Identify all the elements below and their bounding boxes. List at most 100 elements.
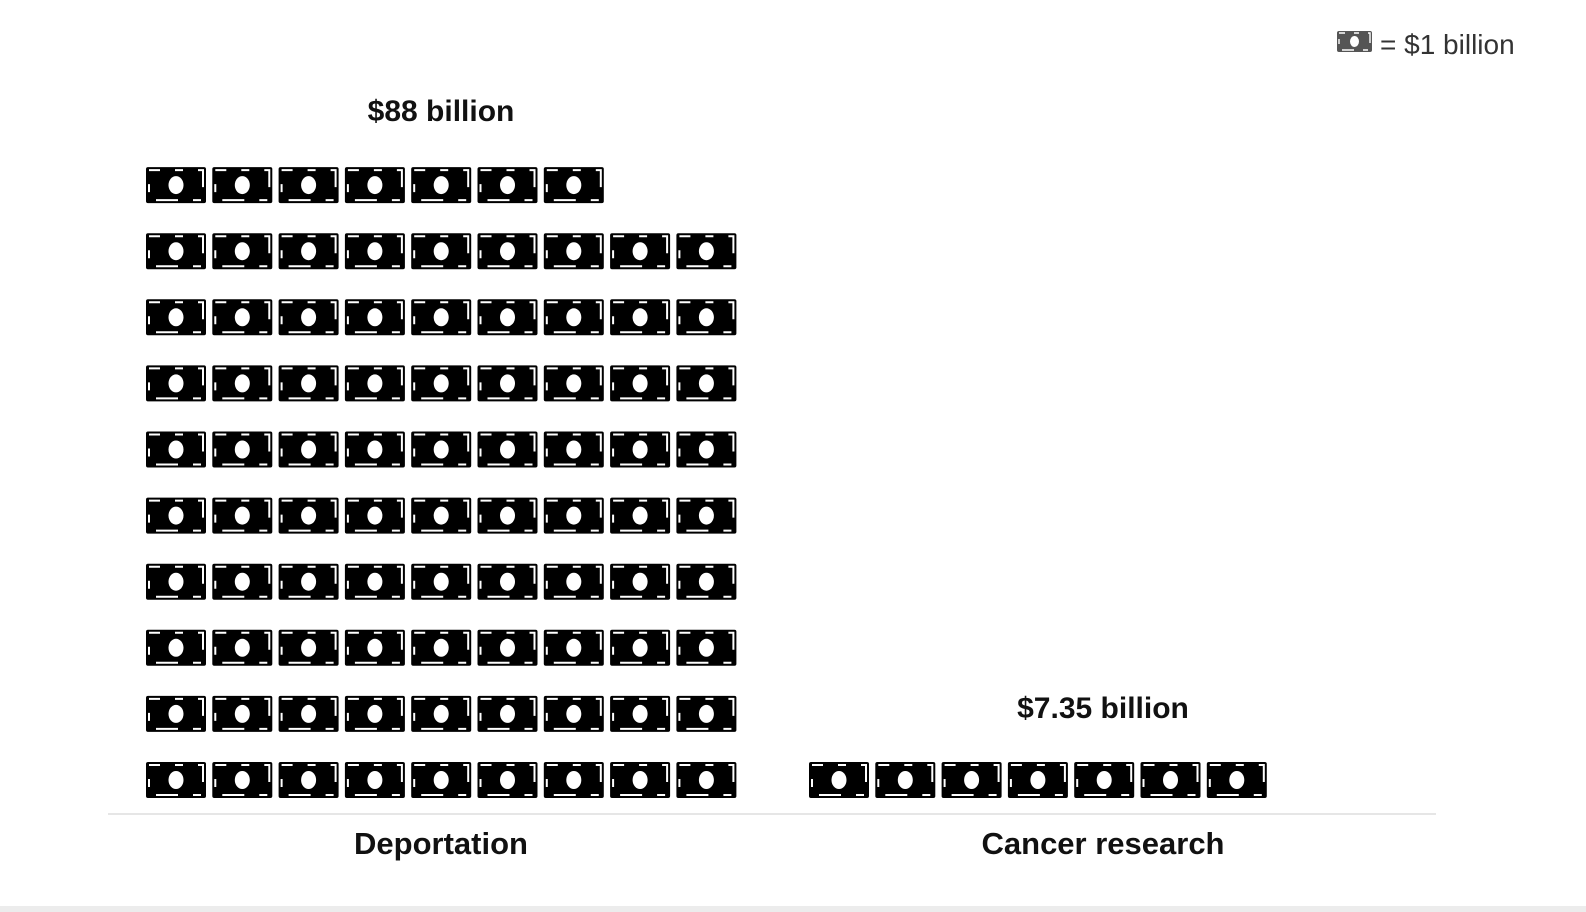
deportation-dollar-bill-icon bbox=[145, 166, 207, 205]
deportation-dollar-bill-icon bbox=[145, 298, 207, 337]
deportation-dollar-bill-icon bbox=[145, 430, 207, 469]
bottom-band bbox=[0, 906, 1586, 912]
deportation-dollar-bill-icon bbox=[410, 166, 473, 205]
deportation-dollar-bill-icon bbox=[277, 628, 340, 667]
deportation-dollar-bill-icon bbox=[343, 298, 406, 337]
deportation-dollar-bill-icon bbox=[542, 232, 605, 271]
deportation-dollar-bill-icon bbox=[609, 761, 672, 799]
deportation-dollar-bill-icon bbox=[277, 761, 340, 799]
cancer-research-dollar-bill-icon bbox=[1006, 761, 1069, 799]
deportation-dollar-bill-icon bbox=[211, 496, 274, 535]
deportation-dollar-bill-icon bbox=[410, 232, 473, 271]
deportation-dollar-bill-icon bbox=[609, 496, 672, 535]
deportation-dollar-bill-icon bbox=[675, 232, 738, 271]
deportation-dollar-bill-icon bbox=[343, 232, 406, 271]
deportation-dollar-bill-icon bbox=[343, 430, 406, 469]
deportation-dollar-bill-icon bbox=[211, 430, 274, 469]
deportation-dollar-bill-icon bbox=[145, 761, 207, 799]
deportation-dollar-bill-icon bbox=[675, 562, 738, 601]
cancer-research-dollar-bill-icon bbox=[874, 761, 937, 799]
deportation-dollar-bill-icon bbox=[145, 562, 207, 601]
cancer-research-partial-dollar-bill-icon bbox=[1273, 785, 1334, 799]
deportation-dollar-bill-icon bbox=[410, 430, 473, 469]
deportation-dollar-bill-icon bbox=[410, 761, 473, 799]
deportation-dollar-bill-icon bbox=[476, 166, 539, 205]
deportation-dollar-bill-icon bbox=[145, 694, 207, 733]
deportation-dollar-bill-icon bbox=[609, 694, 672, 733]
deportation-dollar-bill-icon bbox=[675, 496, 738, 535]
deportation-dollar-bill-icon bbox=[476, 628, 539, 667]
deportation-dollar-bill-icon bbox=[476, 761, 539, 799]
deportation-dollar-bill-icon bbox=[277, 694, 340, 733]
deportation-dollar-bill-icon bbox=[609, 562, 672, 601]
deportation-dollar-bill-icon bbox=[211, 232, 274, 271]
deportation-dollar-bill-icon bbox=[211, 298, 274, 337]
deportation-dollar-bill-icon bbox=[145, 496, 207, 535]
deportation-dollar-bill-icon bbox=[145, 628, 207, 667]
deportation-dollar-bill-icon bbox=[343, 694, 406, 733]
deportation-dollar-bill-icon bbox=[277, 298, 340, 337]
deportation-dollar-bill-icon bbox=[542, 496, 605, 535]
deportation-dollar-bill-icon bbox=[675, 430, 738, 469]
deportation-dollar-bill-icon bbox=[211, 562, 274, 601]
deportation-dollar-bill-icon bbox=[410, 496, 473, 535]
deportation-dollar-bill-icon bbox=[542, 628, 605, 667]
deportation-dollar-bill-icon bbox=[542, 694, 605, 733]
deportation-dollar-bill-icon bbox=[476, 694, 539, 733]
category-label-cancer-research: Cancer research bbox=[982, 826, 1225, 861]
deportation-dollar-bill-icon bbox=[476, 496, 539, 535]
deportation-dollar-bill-icon bbox=[542, 761, 605, 799]
deportation-dollar-bill-icon bbox=[675, 298, 738, 337]
deportation-dollar-bill-icon bbox=[211, 628, 274, 667]
deportation-dollar-bill-icon bbox=[675, 761, 738, 799]
deportation-dollar-bill-icon bbox=[343, 166, 406, 205]
deportation-dollar-bill-icon bbox=[609, 232, 672, 271]
deportation-dollar-bill-icon bbox=[211, 364, 274, 403]
deportation-dollar-bill-icon bbox=[476, 364, 539, 403]
deportation-dollar-bill-icon bbox=[211, 694, 274, 733]
deportation-dollar-bill-icon bbox=[211, 166, 274, 205]
deportation-dollar-bill-icon bbox=[609, 364, 672, 403]
deportation-dollar-bill-icon bbox=[343, 562, 406, 601]
deportation-dollar-bill-icon bbox=[542, 430, 605, 469]
deportation-dollar-bill-icon bbox=[343, 364, 406, 403]
deportation-dollar-bill-icon bbox=[277, 232, 340, 271]
deportation-dollar-bill-icon bbox=[277, 166, 340, 205]
deportation-dollar-bill-icon bbox=[609, 298, 672, 337]
deportation-dollar-bill-icon bbox=[609, 628, 672, 667]
deportation-dollar-bill-icon bbox=[410, 364, 473, 403]
value-label-deportation: $88 billion bbox=[368, 95, 515, 128]
deportation-dollar-bill-icon bbox=[542, 166, 605, 205]
deportation-dollar-bill-icon bbox=[145, 364, 207, 403]
deportation-dollar-bill-icon bbox=[277, 562, 340, 601]
value-label-cancer-research: $7.35 billion bbox=[1017, 692, 1189, 725]
deportation-dollar-bill-icon bbox=[343, 496, 406, 535]
deportation-dollar-bill-icon bbox=[542, 298, 605, 337]
deportation-dollar-bill-icon bbox=[675, 694, 738, 733]
deportation-dollar-bill-icon bbox=[410, 562, 473, 601]
pictograph-column-cancer-research bbox=[808, 761, 1334, 799]
cancer-research-dollar-bill-icon bbox=[1073, 761, 1136, 799]
deportation-dollar-bill-icon bbox=[211, 761, 274, 799]
deportation-dollar-bill-icon bbox=[542, 364, 605, 403]
cancer-research-dollar-bill-icon bbox=[940, 761, 1003, 799]
deportation-dollar-bill-icon bbox=[542, 562, 605, 601]
deportation-dollar-bill-icon bbox=[343, 761, 406, 799]
deportation-dollar-bill-icon bbox=[476, 298, 539, 337]
deportation-dollar-bill-icon bbox=[476, 232, 539, 271]
legend-dollar-bill-icon bbox=[1336, 30, 1373, 53]
legend: = $1 billion bbox=[1336, 29, 1515, 60]
deportation-dollar-bill-icon bbox=[277, 430, 340, 469]
cancer-research-dollar-bill-icon bbox=[1139, 761, 1202, 799]
deportation-dollar-bill-icon bbox=[476, 430, 539, 469]
deportation-dollar-bill-icon bbox=[609, 430, 672, 469]
deportation-dollar-bill-icon bbox=[476, 562, 539, 601]
deportation-dollar-bill-icon bbox=[277, 364, 340, 403]
deportation-dollar-bill-icon bbox=[343, 628, 406, 667]
deportation-dollar-bill-icon bbox=[675, 628, 738, 667]
deportation-dollar-bill-icon bbox=[145, 232, 207, 271]
deportation-dollar-bill-icon bbox=[675, 364, 738, 403]
deportation-dollar-bill-icon bbox=[410, 694, 473, 733]
